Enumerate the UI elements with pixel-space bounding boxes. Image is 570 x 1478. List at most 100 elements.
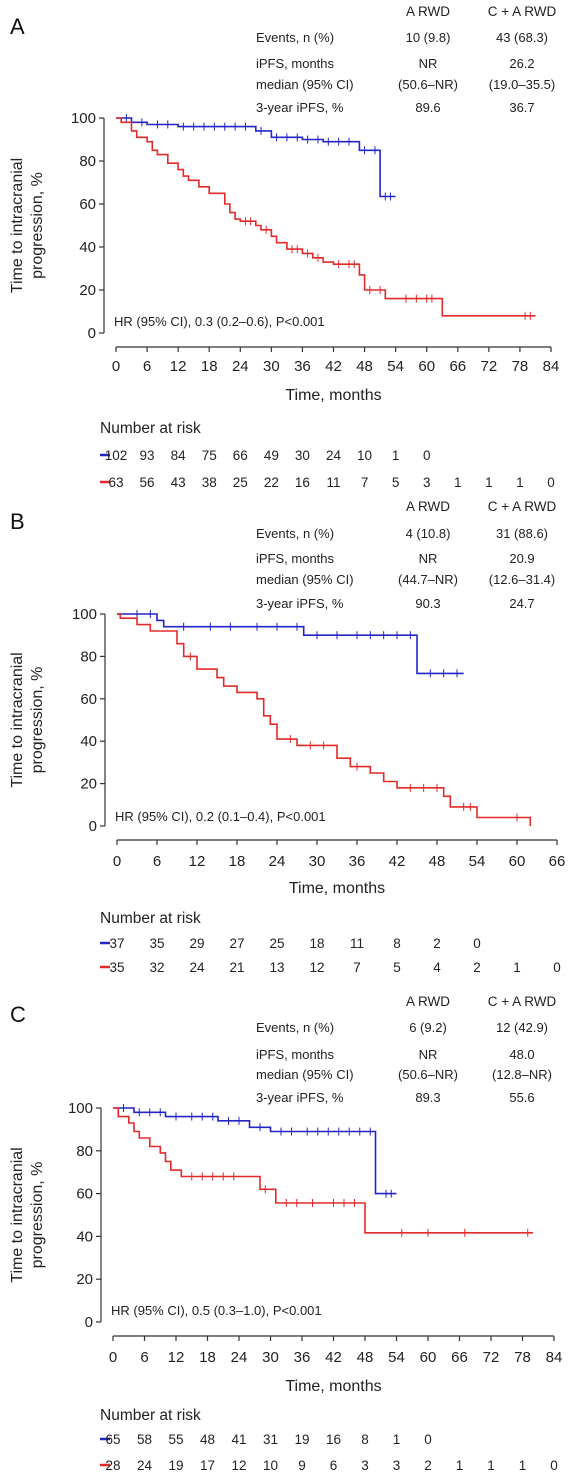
x-tick-label: 84 (543, 358, 560, 375)
risk-number-a: 0 (424, 1432, 432, 1447)
risk-number-a: 49 (264, 448, 279, 463)
stat-value-c: 43 (68.3) (496, 30, 548, 45)
stat-value-c: 12 (42.9) (496, 1020, 548, 1035)
risk-number-a: 8 (361, 1432, 369, 1447)
risk-number-a: 31 (263, 1432, 278, 1447)
risk-number-c: 28 (105, 1458, 120, 1473)
x-tick-label: 36 (294, 1349, 311, 1366)
risk-number-c: 0 (550, 1458, 558, 1473)
risk-number-a: 1 (392, 448, 400, 463)
hr-annotation: HR (95% CI), 0.2 (0.1–0.4), P<0.001 (115, 809, 326, 824)
risk-number-c: 10 (263, 1458, 278, 1473)
y-tick-label: 60 (80, 691, 97, 708)
x-tick-label: 48 (357, 1349, 374, 1366)
y-axis-title: Time to intracranial progression, % (9, 1147, 46, 1282)
y-axis-title-line: Time to intracranial (9, 158, 26, 293)
km-curve-a-rwd (116, 117, 396, 198)
risk-number-a: 102 (105, 448, 128, 463)
stat-value-c: 20.9 (509, 551, 534, 566)
arm-header-a: A RWD (406, 4, 450, 19)
x-tick-label: 12 (170, 358, 187, 375)
x-tick-label: 48 (356, 358, 373, 375)
panel-letter: A (10, 14, 25, 39)
stat-label: 3-year iPFS, % (256, 596, 344, 611)
x-tick-label: 0 (112, 358, 120, 375)
risk-number-c: 13 (269, 960, 284, 975)
risk-table-title: Number at risk (100, 420, 201, 437)
x-tick-label: 72 (483, 1349, 500, 1366)
risk-number-c: 3 (361, 1458, 369, 1473)
x-tick-label: 18 (199, 1349, 216, 1366)
risk-number-c: 1 (485, 475, 493, 490)
stat-value-c: 26.2 (509, 56, 534, 71)
risk-number-a: 16 (326, 1432, 341, 1447)
risk-number-a: 27 (229, 936, 244, 951)
y-axis-title-line: Time to intracranial (9, 1147, 26, 1282)
risk-number-a: 84 (171, 448, 187, 463)
stat-value-c: (19.0–35.5) (489, 77, 556, 92)
risk-number-c: 1 (487, 1458, 495, 1473)
risk-number-c: 35 (109, 960, 124, 975)
stat-value-a: NR (419, 1047, 438, 1062)
stat-label: iPFS, months (256, 551, 335, 566)
stat-label: Events, n (%) (256, 30, 334, 45)
x-tick-label: 18 (229, 853, 246, 870)
stat-label: median (95% CI) (256, 572, 354, 587)
stat-value-c: 48.0 (509, 1047, 534, 1062)
y-tick-label: 0 (85, 1314, 93, 1331)
stat-value-a: 4 (10.8) (406, 526, 451, 541)
stat-value-c: (12.8–NR) (492, 1067, 552, 1082)
risk-number-a: 75 (202, 448, 217, 463)
x-tick-label: 0 (113, 853, 121, 870)
y-axis-title-line: progression, % (29, 667, 46, 774)
x-tick-label: 6 (140, 1349, 148, 1366)
stat-value-a: (50.6–NR) (398, 77, 458, 92)
y-tick-label: 40 (76, 1228, 93, 1245)
risk-number-a: 55 (168, 1432, 183, 1447)
x-tick-label: 48 (429, 853, 446, 870)
stat-value-c: (12.6–31.4) (489, 572, 556, 587)
risk-table-title: Number at risk (100, 910, 201, 927)
y-tick-label: 60 (79, 196, 96, 213)
y-tick-label: 80 (79, 153, 96, 170)
y-tick-label: 20 (76, 1271, 93, 1288)
risk-number-c: 16 (295, 475, 310, 490)
x-tick-label: 66 (549, 853, 566, 870)
risk-number-c: 3 (423, 475, 431, 490)
x-tick-label: 54 (388, 1349, 405, 1366)
y-tick-label: 0 (88, 325, 96, 342)
x-tick-label: 54 (387, 358, 404, 375)
x-tick-label: 24 (269, 853, 286, 870)
x-tick-label: 18 (201, 358, 218, 375)
risk-number-a: 19 (294, 1432, 309, 1447)
risk-number-a: 10 (357, 448, 372, 463)
x-tick-label: 24 (231, 1349, 248, 1366)
risk-number-c: 2 (473, 960, 481, 975)
x-tick-label: 30 (262, 1349, 279, 1366)
km-curve-c-a-rwd (113, 1107, 533, 1234)
risk-number-c: 11 (326, 475, 340, 490)
x-axis-title: Time, months (289, 880, 385, 897)
y-tick-label: 100 (68, 1100, 93, 1117)
risk-number-a: 37 (109, 936, 124, 951)
y-axis-title-line: progression, % (29, 172, 46, 279)
stat-label: iPFS, months (256, 1047, 335, 1062)
x-tick-label: 30 (263, 358, 280, 375)
x-tick-label: 0 (109, 1349, 117, 1366)
risk-number-a: 8 (393, 936, 401, 951)
panel-b: B A RWD C + A RWD Events, n (%) 4 (10.8) 31 (… (9, 499, 565, 975)
y-tick-label: 100 (71, 110, 96, 127)
x-tick-label: 42 (325, 358, 342, 375)
risk-number-a: 1 (393, 1432, 401, 1447)
km-curve-a-rwd (113, 1107, 397, 1195)
arm-header-a: A RWD (406, 994, 450, 1009)
risk-table-title: Number at risk (100, 1407, 201, 1424)
hr-annotation: HR (95% CI), 0.5 (0.3–1.0), P<0.001 (111, 1303, 322, 1318)
x-tick-label: 12 (189, 853, 206, 870)
x-tick-label: 24 (232, 358, 249, 375)
stat-label: Events, n (%) (256, 1020, 334, 1035)
y-tick-label: 40 (80, 733, 97, 750)
x-tick-label: 84 (546, 1349, 563, 1366)
x-tick-label: 42 (389, 853, 406, 870)
